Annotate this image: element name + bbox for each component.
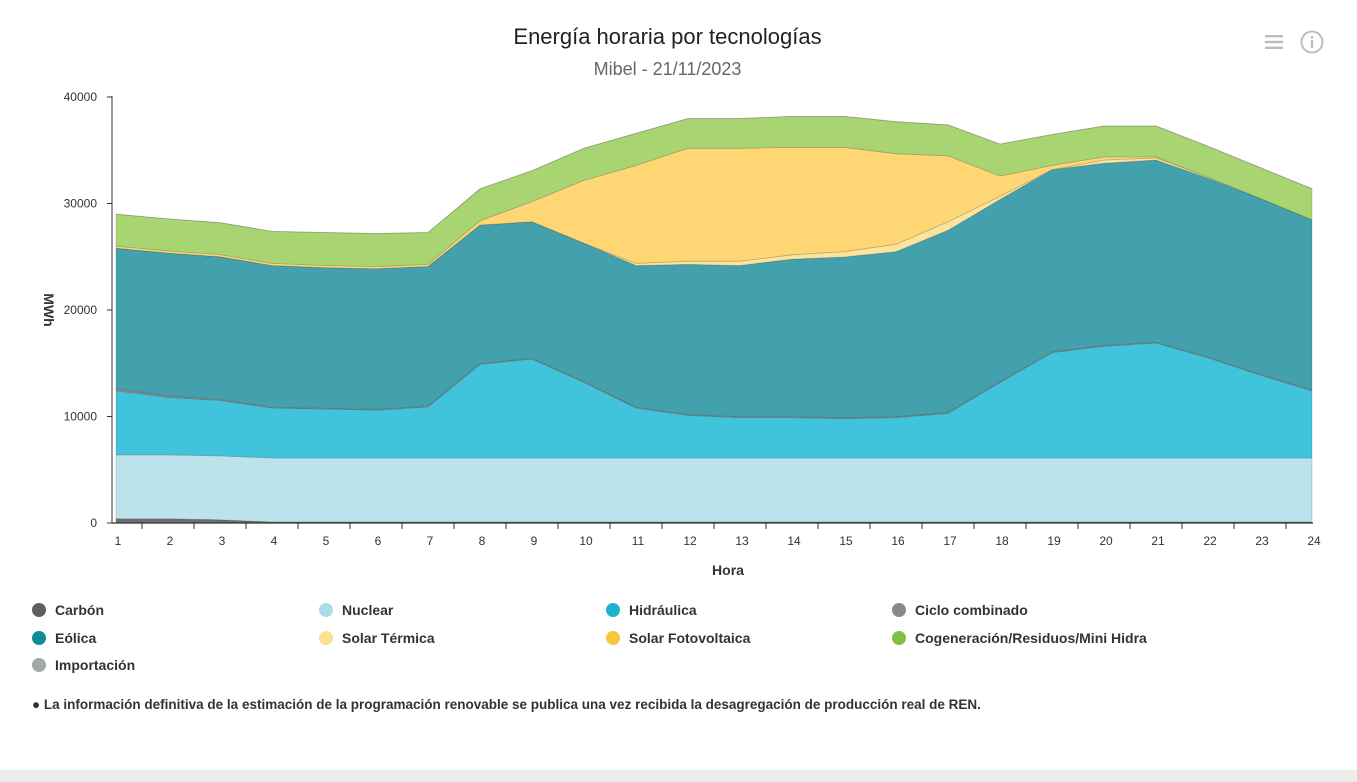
x-tick-label: 9	[531, 534, 538, 548]
legend-label: Nuclear	[342, 602, 394, 618]
legend-label: Ciclo combinado	[915, 602, 1028, 618]
legend-marker-icon	[319, 630, 333, 645]
x-tick-label: 6	[375, 534, 382, 548]
legend-marker-icon	[319, 603, 333, 617]
legend-label: Hidráulica	[629, 602, 697, 618]
x-tick-label: 20	[1099, 534, 1113, 548]
legend-item[interactable]: Eólica	[32, 630, 96, 646]
x-tick-label: 18	[995, 534, 1009, 548]
legend-label: Solar Fotovoltaica	[629, 629, 751, 646]
legend-label: Eólica	[55, 629, 97, 646]
x-tick-label: 17	[943, 534, 957, 548]
x-tick-label: 3	[219, 534, 226, 548]
legend-marker-icon	[32, 603, 46, 617]
x-tick-label: 12	[683, 534, 697, 548]
x-tick-label: 10	[579, 534, 593, 548]
legend-label: Carbón	[55, 602, 104, 618]
bottom-bar	[0, 770, 1357, 782]
chart-title: Energía horaria por tecnologías	[513, 24, 822, 49]
x-tick-label: 24	[1307, 534, 1321, 548]
x-tick-label: 13	[735, 534, 749, 548]
y-axis-title: MWh	[41, 293, 57, 326]
legend-item[interactable]: Nuclear	[319, 602, 393, 618]
legend-label: Cogeneración/Residuos/Mini Hidra	[915, 629, 1147, 646]
y-tick-label: 40000	[64, 90, 98, 104]
legend-item[interactable]: Carbón	[32, 602, 104, 618]
area-series-7[interactable]	[115, 116, 1313, 267]
legend-label: Importación	[55, 657, 136, 673]
legend-marker-icon	[892, 630, 906, 645]
x-tick-label: 19	[1047, 534, 1061, 548]
x-tick-label: 14	[787, 534, 801, 548]
chart-subtitle: Mibel - 21/11/2023	[593, 59, 742, 79]
y-tick-label: 0	[90, 516, 97, 530]
legend-item[interactable]: Solar Fotovoltaica	[606, 630, 750, 646]
x-tick-label: 2	[167, 534, 174, 548]
legend-marker-icon	[32, 630, 46, 645]
area-series-8[interactable]	[115, 116, 1313, 234]
x-tick-label: 15	[839, 534, 853, 548]
y-tick-label: 30000	[64, 197, 98, 211]
area-series-1[interactable]	[115, 454, 1313, 523]
legend-label: Solar Térmica	[342, 629, 435, 646]
legend-marker-icon	[606, 630, 620, 645]
y-tick-label: 10000	[64, 410, 98, 424]
x-tick-label: 16	[891, 534, 905, 548]
x-tick-label: 8	[479, 534, 486, 548]
legend-marker-icon	[606, 603, 620, 617]
legend-item[interactable]: Importación	[32, 657, 135, 673]
x-tick-label: 23	[1255, 534, 1269, 548]
x-tick-label: 7	[427, 534, 434, 548]
x-tick-label: 5	[323, 534, 330, 548]
x-tick-label: 21	[1151, 534, 1165, 548]
legend-item[interactable]: Solar Térmica	[319, 630, 435, 646]
x-tick-label: 1	[115, 534, 122, 548]
legend-marker-icon	[892, 603, 906, 617]
hamburger-menu-icon[interactable]	[1262, 30, 1286, 54]
chart-areas	[115, 116, 1313, 524]
x-tick-label: 11	[632, 534, 645, 548]
footnote: ● La información definitiva de la estima…	[32, 697, 981, 712]
y-tick-label: 20000	[64, 303, 98, 317]
legend-item[interactable]: Ciclo combinado	[892, 602, 1028, 618]
x-tick-label: 22	[1203, 534, 1217, 548]
legend-marker-icon	[32, 658, 46, 672]
x-axis-title: Hora	[712, 562, 744, 578]
legend-item[interactable]: Hidráulica	[606, 602, 697, 618]
x-tick-label: 4	[271, 534, 278, 548]
legend-item[interactable]: Cogeneración/Residuos/Mini Hidra	[892, 630, 1147, 646]
info-icon[interactable]	[1300, 30, 1324, 54]
